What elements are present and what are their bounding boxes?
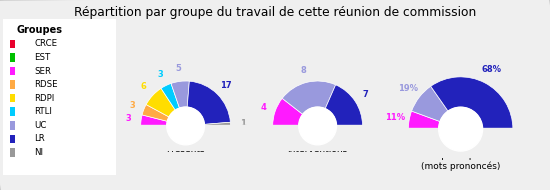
Wedge shape [187, 81, 230, 124]
Text: 6: 6 [140, 82, 146, 92]
Circle shape [439, 107, 482, 151]
Text: Groupes: Groupes [16, 25, 62, 35]
Text: Présents: Présents [166, 145, 205, 154]
Wedge shape [205, 122, 230, 126]
Wedge shape [408, 111, 440, 129]
Wedge shape [141, 115, 167, 126]
Text: 1: 1 [240, 119, 246, 128]
Text: 3: 3 [157, 70, 163, 79]
Circle shape [167, 107, 205, 145]
Text: 11%: 11% [384, 113, 405, 122]
Wedge shape [161, 83, 179, 110]
Text: RDSE: RDSE [34, 80, 58, 89]
Text: RDPI: RDPI [34, 94, 54, 103]
Bar [9, 94, 15, 102]
Wedge shape [431, 77, 513, 129]
Bar [246, 125, 389, 162]
Text: LR: LR [34, 134, 45, 143]
Text: EST: EST [34, 53, 51, 62]
Text: 7: 7 [363, 90, 368, 99]
Bar [9, 80, 15, 89]
Bar [9, 148, 15, 157]
Bar [9, 67, 15, 75]
Text: 3: 3 [129, 101, 135, 110]
Wedge shape [282, 81, 336, 114]
Bar [9, 107, 15, 116]
Text: CRCE: CRCE [34, 40, 57, 48]
Bar [9, 53, 15, 62]
Wedge shape [325, 85, 362, 126]
Text: 19%: 19% [398, 84, 417, 93]
Text: UC: UC [34, 121, 47, 130]
Text: 17: 17 [221, 81, 232, 90]
Wedge shape [171, 81, 189, 108]
Bar [9, 121, 15, 130]
Text: 4: 4 [260, 103, 266, 112]
Bar [9, 40, 15, 48]
Wedge shape [411, 86, 448, 122]
Text: Répartition par groupe du travail de cette réunion de commission: Répartition par groupe du travail de cet… [74, 6, 476, 19]
Text: SER: SER [34, 66, 51, 76]
Text: 5: 5 [175, 64, 182, 73]
Bar [9, 135, 15, 143]
Wedge shape [146, 88, 175, 117]
Bar [377, 128, 544, 171]
Text: 8: 8 [301, 66, 306, 75]
Circle shape [299, 107, 337, 145]
Wedge shape [273, 98, 303, 126]
Text: RTLI: RTLI [34, 107, 52, 116]
Text: 68%: 68% [482, 65, 502, 74]
Text: Temps de parole
(mots prononcés): Temps de parole (mots prononcés) [421, 151, 500, 171]
Text: 3: 3 [126, 114, 131, 123]
Text: Interventions: Interventions [288, 145, 348, 154]
Wedge shape [142, 105, 169, 121]
Text: NI: NI [34, 148, 43, 157]
Bar [114, 125, 257, 162]
FancyBboxPatch shape [0, 11, 121, 183]
